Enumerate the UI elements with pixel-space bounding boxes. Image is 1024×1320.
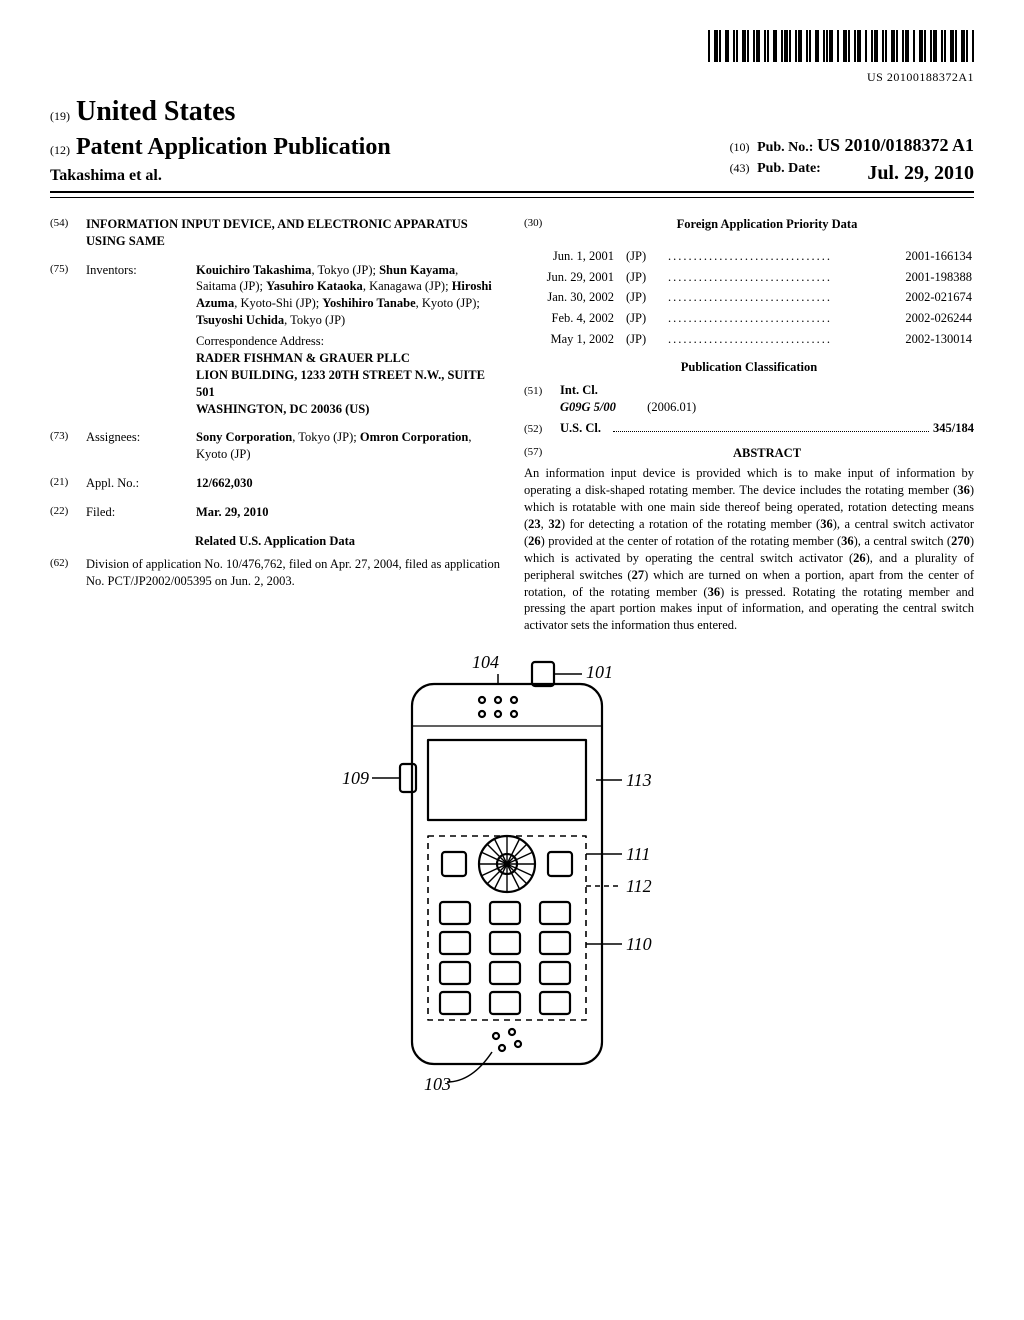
- intcl-label: Int. Cl.: [560, 382, 598, 399]
- label-112: 112: [626, 876, 652, 896]
- inventors-code: (75): [50, 262, 86, 330]
- table-row: Feb. 4, 2002(JP)........................…: [526, 309, 972, 328]
- related-code: (62): [50, 556, 86, 590]
- corr-line1: RADER FISHMAN & GRAUER PLLC: [196, 350, 500, 367]
- filed-value: Mar. 29, 2010: [196, 504, 500, 521]
- intcl-class: G09G 5/00: [560, 400, 616, 414]
- corr-label: Correspondence Address:: [196, 333, 500, 350]
- corr-line2: LION BUILDING, 1233 20TH STREET N.W., SU…: [196, 367, 500, 401]
- pub-type-code: (12): [50, 143, 70, 157]
- label-101: 101: [586, 662, 613, 682]
- label-109: 109: [342, 768, 369, 788]
- label-110: 110: [626, 934, 652, 954]
- assignees-label: Assignees:: [86, 429, 196, 463]
- uscl-label: U.S. Cl.: [560, 420, 601, 437]
- uscl-code: (52): [524, 422, 560, 437]
- intcl-year: (2006.01): [647, 400, 696, 414]
- table-row: May 1, 2002(JP).........................…: [526, 330, 972, 349]
- foreign-code: (30): [524, 216, 560, 233]
- classification-title: Publication Classification: [524, 359, 974, 376]
- foreign-title: Foreign Application Priority Data: [560, 216, 974, 233]
- label-113: 113: [626, 770, 652, 790]
- applno-code: (21): [50, 475, 86, 492]
- patent-figure-svg: 101 104 109 113: [342, 654, 682, 1094]
- country-code: (19): [50, 108, 70, 124]
- figure: 101 104 109 113: [50, 654, 974, 1101]
- header-authors: Takashima et al.: [50, 165, 391, 187]
- pubno-label: Pub. No.:: [757, 140, 813, 155]
- uscl-value: 345/184: [933, 420, 974, 437]
- pubno-code: (10): [730, 140, 750, 154]
- assignees-code: (73): [50, 429, 86, 463]
- barcode: [708, 30, 974, 62]
- abstract-code: (57): [524, 445, 560, 462]
- body-columns: (54) INFORMATION INPUT DEVICE, AND ELECT…: [50, 216, 974, 634]
- applno-value: 12/662,030: [196, 475, 500, 492]
- filed-code: (22): [50, 504, 86, 521]
- right-column: (30) Foreign Application Priority Data J…: [524, 216, 974, 634]
- corr-line3: WASHINGTON, DC 20036 (US): [196, 401, 500, 418]
- label-111: 111: [626, 844, 650, 864]
- assignees-list: Sony Corporation, Tokyo (JP); Omron Corp…: [196, 429, 500, 463]
- related-title: Related U.S. Application Data: [50, 533, 500, 550]
- inventors-label: Inventors:: [86, 262, 196, 330]
- table-row: Jan. 30, 2002(JP).......................…: [526, 288, 972, 307]
- title-code: (54): [50, 216, 86, 250]
- abstract-title: ABSTRACT: [560, 445, 974, 462]
- applno-label: Appl. No.:: [86, 475, 196, 492]
- pubdate-value: Jul. 29, 2010: [867, 160, 974, 187]
- header-block: (19) United States (12) Patent Application…: [50, 93, 974, 198]
- inventors-list: Kouichiro Takashima, Tokyo (JP); Shun Ka…: [196, 262, 500, 330]
- abstract-text: An information input device is provided …: [524, 465, 974, 634]
- filed-label: Filed:: [86, 504, 196, 521]
- document-id: US 20100188372A1: [50, 69, 974, 85]
- top-header: US 20100188372A1: [50, 30, 974, 85]
- correspondence-address: Correspondence Address: RADER FISHMAN & …: [196, 333, 500, 417]
- left-column: (54) INFORMATION INPUT DEVICE, AND ELECT…: [50, 216, 500, 634]
- pubdate-label: Pub. Date:: [757, 161, 821, 176]
- pubno-value: US 2010/0188372 A1: [817, 135, 974, 155]
- intcl-code: (51): [524, 384, 560, 399]
- priority-table: Jun. 1, 2001(JP)........................…: [524, 245, 974, 351]
- table-row: Jun. 1, 2001(JP)........................…: [526, 247, 972, 266]
- country-name: United States: [76, 96, 235, 127]
- patent-title: INFORMATION INPUT DEVICE, AND ELECTRONIC…: [86, 216, 500, 250]
- pubdate-code: (43): [730, 161, 750, 175]
- pub-type-label: Patent Application Publication: [76, 134, 391, 160]
- table-row: Jun. 29, 2001(JP).......................…: [526, 268, 972, 287]
- related-text: Division of application No. 10/476,762, …: [86, 556, 500, 590]
- label-103: 103: [424, 1074, 451, 1094]
- label-104: 104: [472, 654, 499, 672]
